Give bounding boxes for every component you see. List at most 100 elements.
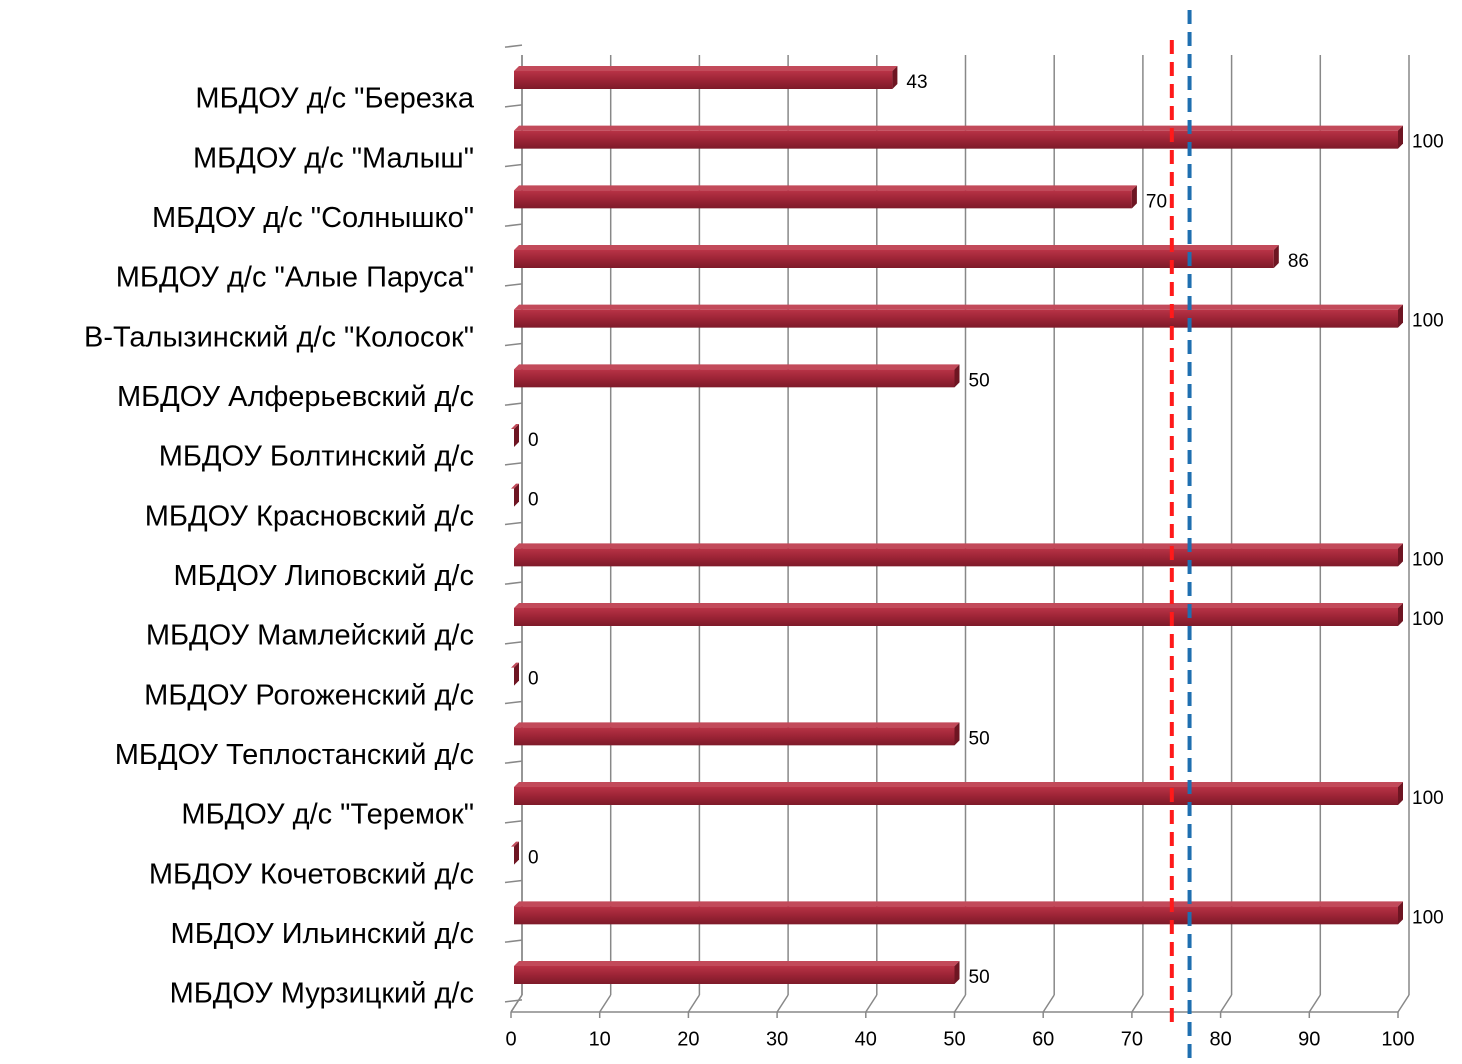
bar — [514, 304, 1403, 328]
category-tick — [504, 283, 523, 287]
bar-face — [514, 603, 1403, 608]
bar-face — [1398, 125, 1403, 149]
category-tick — [504, 760, 523, 764]
bar-face — [514, 961, 960, 966]
grid-line — [1308, 994, 1321, 1013]
category-tick — [504, 104, 523, 108]
grid-line — [687, 994, 701, 1013]
bar-face — [1273, 245, 1279, 268]
bar-face — [511, 662, 519, 668]
category-label: В-Талызинский д/с "Колосок" — [84, 321, 474, 353]
category-label: МБДОУ Кочетовский д/с — [149, 858, 474, 890]
category-label: МБДОУ Липовский д/с — [174, 560, 475, 592]
bar-face — [954, 722, 960, 746]
x-tick-label: 100 — [1381, 1028, 1414, 1050]
bar-face — [514, 424, 519, 447]
bar — [514, 901, 1403, 925]
bar-face — [514, 841, 519, 865]
bar-face — [514, 787, 1398, 805]
bar-face — [1398, 901, 1403, 925]
bar — [514, 66, 898, 89]
category-tick — [504, 820, 523, 824]
value-label: 43 — [906, 72, 927, 93]
category-label: МБДОУ д/с "Малыш" — [193, 142, 474, 174]
bar — [511, 662, 519, 686]
category-tick — [504, 879, 523, 884]
bar — [514, 185, 1137, 209]
bar-face — [514, 483, 519, 507]
bar-face — [1398, 304, 1403, 328]
bar-face — [514, 304, 1403, 310]
bar-face — [514, 966, 955, 984]
category-tick — [504, 402, 523, 406]
bar-face — [514, 250, 1274, 268]
grid-line — [1042, 994, 1055, 1013]
category-label: МБДОУ д/с "Солнышко" — [152, 202, 474, 234]
category-label: МБДОУ Ильинский д/с — [171, 918, 474, 950]
bar — [511, 483, 519, 507]
x-tick-label: 50 — [943, 1028, 965, 1050]
bar-face — [514, 125, 1403, 131]
grid-line — [776, 994, 789, 1013]
bar-face — [514, 906, 1398, 925]
grid-line — [1397, 994, 1410, 1013]
bar-face — [514, 782, 1403, 787]
category-tick — [504, 521, 523, 526]
bar-face — [514, 130, 1398, 149]
bar — [514, 364, 960, 388]
category-tick — [504, 939, 523, 943]
value-label: 100 — [1412, 907, 1444, 928]
category-label: МБДОУ Рогоженский д/с — [144, 679, 474, 711]
bar-face — [1131, 185, 1137, 209]
value-label: 0 — [528, 848, 539, 869]
category-tick — [504, 999, 523, 1003]
bar-face — [1398, 782, 1403, 805]
category-label: МБДОУ Теплостанский д/с — [115, 739, 474, 771]
value-label: 0 — [528, 669, 539, 690]
value-label: 70 — [1146, 191, 1167, 212]
category-label: МБДОУ Алферьевский д/с — [117, 381, 474, 413]
grid-line — [1219, 994, 1233, 1013]
bar-face — [1398, 543, 1403, 567]
x-tick-label: 60 — [1032, 1028, 1054, 1050]
bar-face — [514, 901, 1403, 907]
x-tick-label: 10 — [589, 1028, 611, 1050]
category-label: МБДОУ д/с "Теремок" — [181, 799, 474, 831]
x-tick-label: 90 — [1298, 1028, 1320, 1050]
bar-face — [514, 722, 960, 728]
bar-face — [954, 364, 960, 388]
category-tick — [504, 223, 523, 227]
bar — [514, 782, 1403, 805]
bar-face — [514, 369, 955, 388]
category-label: МБДОУ Красновский д/с — [145, 500, 474, 532]
bar-face — [511, 841, 519, 847]
bar — [514, 125, 1403, 149]
bar-face — [511, 424, 519, 429]
bar-face — [514, 543, 1403, 549]
category-label: МБДОУ Болтинский д/с — [159, 441, 474, 473]
grid-line — [953, 994, 967, 1013]
category-tick — [504, 462, 523, 466]
bar — [514, 543, 1403, 567]
x-tick-label: 30 — [766, 1028, 788, 1050]
category-tick — [504, 342, 523, 347]
bar-face — [511, 483, 519, 489]
bar-face — [1398, 603, 1403, 626]
bar-face — [514, 71, 893, 89]
category-tick — [504, 44, 523, 48]
value-label: 100 — [1412, 132, 1444, 153]
value-label: 100 — [1412, 311, 1444, 332]
bar — [511, 841, 519, 865]
value-label: 50 — [969, 967, 990, 988]
category-tick — [504, 163, 523, 168]
bar — [511, 424, 519, 447]
category-label: МБДОУ Мурзицкий д/с — [170, 978, 474, 1010]
value-label: 100 — [1412, 788, 1444, 809]
bar — [514, 961, 960, 984]
value-label: 86 — [1288, 251, 1309, 272]
bar-face — [514, 190, 1132, 209]
bar-face — [514, 608, 1398, 626]
bar-face — [892, 66, 898, 89]
grid-line — [865, 994, 878, 1013]
